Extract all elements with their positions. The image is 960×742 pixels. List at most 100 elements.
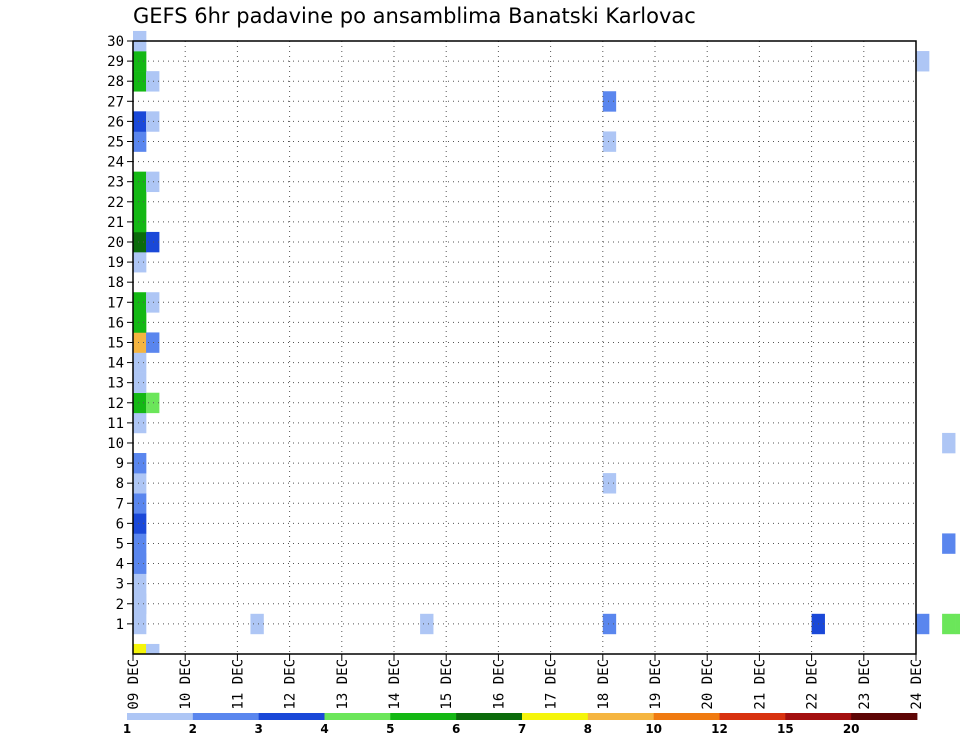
heatmap-cell (942, 432, 956, 454)
x-tick-label: 15 DEC (439, 659, 455, 710)
x-tick-label: 24 DEC (909, 659, 925, 710)
legend-swatch (785, 713, 852, 720)
legend-label: 2 (189, 722, 197, 736)
legend-swatch (258, 713, 325, 720)
heatmap-cell (133, 171, 147, 193)
y-tick-label: 2 (116, 597, 124, 613)
heatmap-cell (146, 111, 160, 132)
heatmap-cell (602, 473, 617, 494)
legend-label: 10 (645, 722, 662, 736)
heatmap-cell (133, 292, 147, 313)
heatmap-cell (602, 131, 617, 152)
heatmap-cell (133, 71, 147, 92)
y-tick-label: 17 (107, 295, 124, 311)
heatmap-cell (133, 493, 147, 514)
y-tick-label: 5 (116, 536, 124, 552)
x-tick-label: 16 DEC (491, 659, 507, 710)
heatmap-cell (146, 332, 160, 353)
color-legend: 1 2 3 4 5 6 7 8 10 12 15 20 (123, 713, 918, 736)
heatmap-cell (942, 613, 956, 635)
y-tick-label: 8 (116, 476, 124, 492)
y-tick-label: 14 (107, 356, 124, 372)
y-tick-label: 22 (107, 195, 124, 211)
legend-swatch (851, 713, 918, 720)
x-axis: 09 DEC 10 DEC 11 DEC 12 DEC 13 DEC 14 DEC 15 D… (126, 654, 925, 710)
y-tick-label: 13 (107, 376, 124, 392)
heatmap-cell (916, 51, 930, 72)
legend-label: 6 (452, 722, 460, 736)
y-tick-label: 25 (107, 134, 124, 150)
heatmap-cells (133, 30, 960, 655)
heatmap-cell (133, 111, 147, 132)
y-tick-label: 10 (107, 436, 124, 452)
legend-label: 15 (777, 722, 794, 736)
heatmap-cell (133, 211, 147, 233)
y-tick-label: 24 (107, 155, 124, 171)
y-tick-label: 1 (116, 617, 124, 633)
chart-title: GEFS 6hr padavine po ansamblima Banatski… (133, 4, 696, 28)
heatmap-cell (133, 312, 147, 333)
legend-swatch (653, 713, 720, 720)
y-tick-label: 18 (107, 275, 124, 291)
heatmap-cell (133, 412, 147, 434)
heatmap-cell (133, 513, 147, 534)
legend-swatch (390, 713, 457, 720)
legend-label: 1 (123, 722, 131, 736)
y-tick-label: 23 (107, 175, 124, 191)
heatmap-cell (133, 473, 147, 494)
x-tick-label: 18 DEC (596, 659, 612, 710)
legend-label: 20 (843, 722, 860, 736)
heatmap-cell (133, 392, 147, 414)
heatmap-cell (602, 91, 617, 112)
heatmap-cell (250, 613, 264, 635)
y-tick-label: 26 (107, 114, 124, 130)
y-tick-label: 28 (107, 74, 124, 90)
heatmap-cell (133, 252, 147, 273)
y-tick-label: 6 (116, 516, 124, 532)
heatmap-cell (133, 533, 147, 554)
heatmap-cell (133, 613, 147, 635)
grid-lines (133, 40, 916, 654)
legend-swatch (587, 713, 655, 720)
heatmap-cell (146, 71, 160, 92)
y-tick-label: 12 (107, 396, 124, 412)
heatmap-cell (133, 643, 147, 655)
y-tick-label: 29 (107, 54, 124, 70)
legend-swatch (192, 713, 260, 720)
legend-swatch (719, 713, 786, 720)
heatmap-cell (955, 613, 960, 635)
heatmap-cell (133, 553, 147, 574)
legend-label: 12 (711, 722, 728, 736)
y-tick-label: 27 (107, 94, 124, 110)
plot-frame (132, 40, 917, 655)
heatmap-cell (133, 231, 147, 253)
legend-swatch (127, 713, 194, 720)
legend-swatch (522, 713, 589, 720)
heatmap-cell (146, 392, 160, 414)
heatmap-cell (133, 131, 147, 152)
x-tick-label: 22 DEC (805, 659, 821, 710)
x-tick-label: 12 DEC (283, 659, 299, 710)
heatmap-cell (133, 593, 147, 615)
heatmap-cell (146, 231, 160, 253)
legend-label: 4 (320, 722, 328, 736)
y-tick-label: 20 (107, 235, 124, 251)
heatmap-cell (133, 51, 147, 72)
x-tick-label: 14 DEC (387, 659, 403, 710)
heatmap-cell (420, 613, 434, 635)
y-tick-label: 7 (116, 496, 124, 512)
heatmap-cell (146, 292, 160, 313)
y-tick-label: 19 (107, 255, 124, 271)
heatmap-cell (133, 191, 147, 213)
heatmap-cell (916, 613, 930, 635)
heatmap-cell (942, 533, 956, 554)
y-tick-label: 21 (107, 215, 124, 231)
legend-swatch (324, 713, 391, 720)
heatmap-cell (133, 352, 147, 373)
y-tick-label: 16 (107, 315, 124, 331)
y-tick-label: 30 (107, 34, 124, 50)
legend-label: 3 (254, 722, 262, 736)
y-tick-label: 15 (107, 335, 124, 351)
x-tick-label: 23 DEC (857, 659, 873, 710)
